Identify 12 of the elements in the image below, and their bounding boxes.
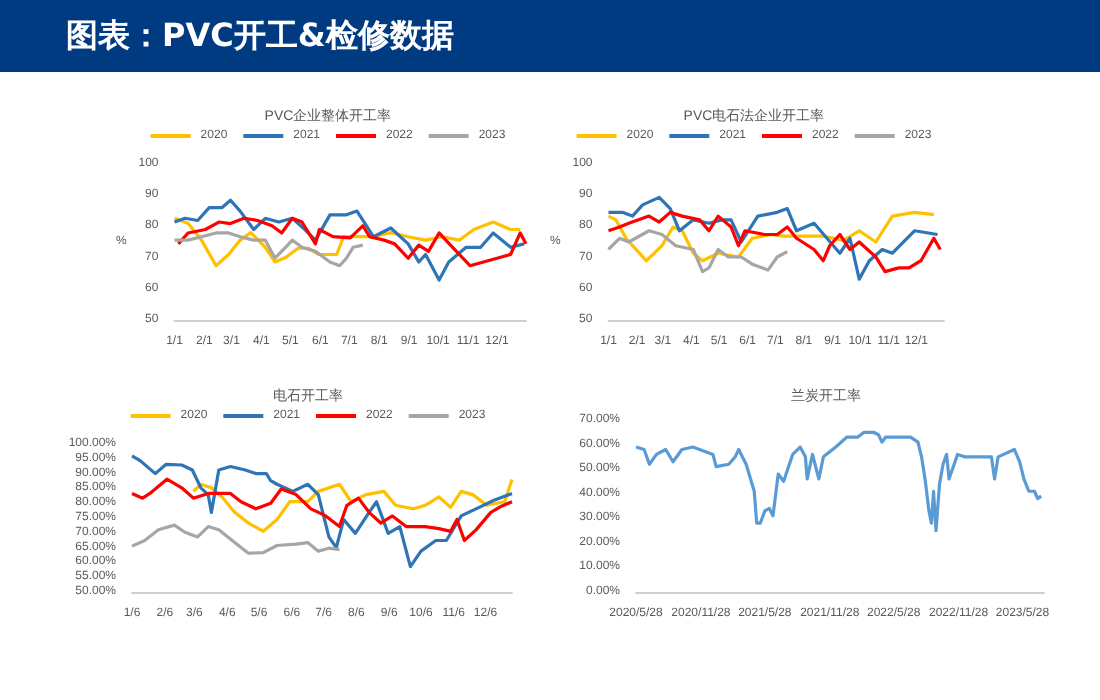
line-series (606, 210, 936, 263)
line-series (606, 210, 942, 274)
line-series (172, 198, 526, 282)
line-series (130, 477, 514, 543)
text: 图表：PVC开工&检修数据 (0, 0, 1100, 72)
line-series (634, 430, 1043, 533)
line-series (191, 477, 514, 533)
line-series (606, 229, 789, 274)
line-series (130, 523, 342, 555)
line-series (606, 195, 940, 281)
line-series (130, 454, 514, 569)
line-series (172, 231, 365, 268)
